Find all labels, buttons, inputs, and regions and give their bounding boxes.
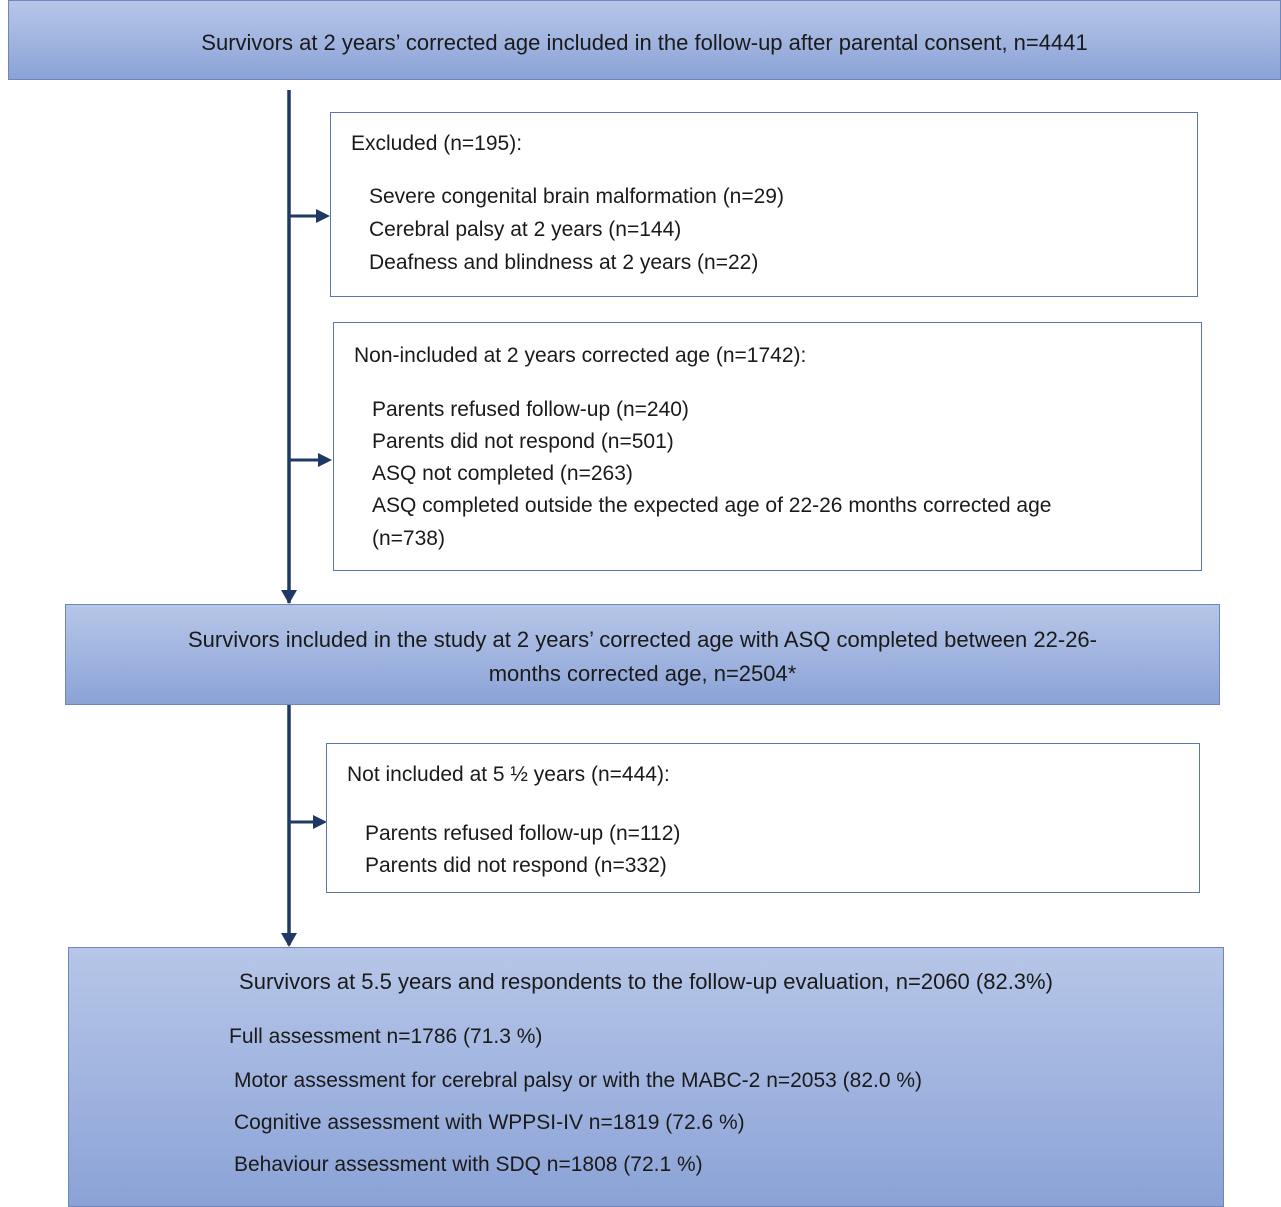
branch-arrow-excluded-head <box>316 209 330 223</box>
bottom-box-title: Survivors at 5.5 years and respondents t… <box>239 969 1053 994</box>
top-box-text: Survivors at 2 years’ corrected age incl… <box>201 30 1088 55</box>
branch-arrow-not-included-5y-head <box>313 815 327 829</box>
excluded-title: Excluded (n=195): <box>351 132 523 155</box>
excluded-item: Cerebral palsy at 2 years (n=144) <box>369 218 682 241</box>
non-included-title: Non-included at 2 years corrected age (n… <box>354 344 807 367</box>
top-box: Survivors at 2 years’ corrected age incl… <box>8 0 1281 80</box>
excluded-item: Severe congenital brain malformation (n=… <box>369 185 784 208</box>
bottom-box-item: Behaviour assessment with SDQ n=1808 (72… <box>234 1153 703 1176</box>
not-included-5y-item: Parents did not respond (n=332) <box>365 854 667 877</box>
not-included-5y-box: Not included at 5 ½ years (n=444): Paren… <box>326 743 1200 893</box>
middle-box: Survivors included in the study at 2 yea… <box>65 604 1220 705</box>
bottom-box: Survivors at 5.5 years and respondents t… <box>68 947 1224 1207</box>
main-arrow-1-head <box>281 590 297 604</box>
non-included-item: Parents did not respond (n=501) <box>372 430 674 453</box>
not-included-5y-title: Not included at 5 ½ years (n=444): <box>347 763 670 786</box>
middle-box-line1: Survivors included in the study at 2 yea… <box>187 627 1097 652</box>
not-included-5y-item: Parents refused follow-up (n=112) <box>365 822 681 845</box>
non-included-item: ASQ completed outside the expected age o… <box>372 494 1052 517</box>
middle-box-line2: months corrected age, n=2504* <box>488 661 797 686</box>
non-included-box: Non-included at 2 years corrected age (n… <box>333 322 1202 571</box>
bottom-box-item: Motor assessment for cerebral palsy or w… <box>234 1069 923 1092</box>
main-arrow-2-head <box>281 933 297 947</box>
non-included-item: Parents refused follow-up (n=240) <box>372 398 689 421</box>
bottom-box-item: Full assessment n=1786 (71.3 %) <box>229 1025 543 1048</box>
branch-arrow-non-included-head <box>318 453 332 467</box>
non-included-item: (n=738) <box>372 527 445 550</box>
non-included-item: ASQ not completed (n=263) <box>372 462 633 485</box>
excluded-box: Excluded (n=195): Severe congenital brai… <box>330 112 1198 297</box>
excluded-item: Deafness and blindness at 2 years (n=22) <box>369 251 759 274</box>
bottom-box-item: Cognitive assessment with WPPSI-IV n=181… <box>234 1111 745 1134</box>
